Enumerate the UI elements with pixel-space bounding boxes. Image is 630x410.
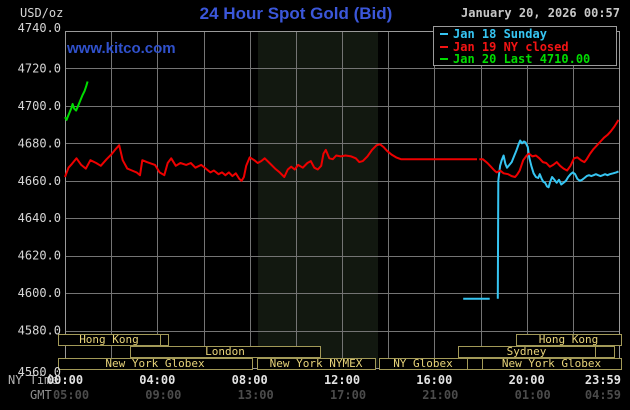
x-tick-label: 23:59 bbox=[585, 373, 621, 387]
session-label: New York Globex bbox=[502, 357, 602, 370]
x-tick-label: 01:00 bbox=[515, 388, 551, 402]
x-axis-row-label: NY Time bbox=[8, 373, 59, 387]
session-label: London bbox=[205, 345, 245, 358]
session-label: New York Globex bbox=[105, 357, 205, 370]
y-tick-label: 4560.0 bbox=[18, 365, 61, 379]
legend-item-label: Jan 18 Sunday bbox=[453, 27, 547, 42]
x-tick-label: 09:00 bbox=[145, 388, 181, 402]
session-label: Sydney bbox=[507, 345, 547, 358]
chart-legend: Jan 18 Sunday Jan 19 NY closed Jan 20 La… bbox=[433, 26, 617, 66]
x-tick-label: 17:00 bbox=[330, 388, 366, 402]
y-axis-unit-label: USD/oz bbox=[20, 6, 64, 20]
x-tick-label: 04:00 bbox=[139, 373, 175, 387]
x-tick-label: 20:00 bbox=[509, 373, 545, 387]
legend-item-jan19: Jan 19 NY closed bbox=[440, 39, 616, 54]
legend-dash-icon bbox=[440, 33, 448, 36]
legend-item-jan20: Jan 20 Last 4710.00 bbox=[440, 52, 616, 67]
series-jan-19-ny-closed bbox=[64, 143, 477, 182]
series-jan-19-ny-closed bbox=[479, 119, 620, 178]
session-box bbox=[467, 358, 483, 370]
session-box bbox=[482, 358, 622, 370]
x-tick-label: 05:00 bbox=[53, 388, 89, 402]
session-box bbox=[595, 346, 615, 358]
x-tick-label: 16:00 bbox=[416, 373, 452, 387]
x-tick-label: 00:00 bbox=[47, 373, 83, 387]
session-label: NY Globex bbox=[393, 357, 453, 370]
chart-datetime: January 20, 2026 00:57 bbox=[461, 6, 620, 20]
y-tick-label: 4640.0 bbox=[18, 211, 61, 225]
chart-title: 24 Hour Spot Gold (Bid) bbox=[199, 4, 393, 23]
series-jan-20-last-4710.00 bbox=[64, 81, 89, 121]
nymex-session-band bbox=[258, 31, 378, 368]
y-tick-label: 4720.0 bbox=[18, 61, 61, 75]
series-jan-18-sunday bbox=[496, 139, 619, 299]
session-box bbox=[257, 358, 376, 370]
y-tick-label: 4600.0 bbox=[18, 286, 61, 300]
y-tick-label: 4680.0 bbox=[18, 136, 61, 150]
legend-item-label: Jan 19 NY closed bbox=[453, 39, 569, 54]
session-box bbox=[130, 346, 321, 358]
x-tick-label: 04:59 bbox=[585, 388, 621, 402]
session-box bbox=[516, 334, 622, 346]
session-box bbox=[160, 334, 169, 346]
legend-item-label: Jan 20 Last 4710.00 bbox=[453, 52, 591, 67]
session-box bbox=[58, 358, 253, 370]
session-label: Hong Kong bbox=[79, 333, 139, 346]
gridlines bbox=[65, 31, 619, 368]
legend-item-jan18: Jan 18 Sunday bbox=[440, 27, 616, 42]
y-tick-label: 4700.0 bbox=[18, 99, 61, 113]
y-tick-label: 4660.0 bbox=[18, 174, 61, 188]
x-tick-label: 21:00 bbox=[422, 388, 458, 402]
session-label: New York NYMEX bbox=[270, 357, 363, 370]
kitco-watermark: www.kitco.com bbox=[67, 40, 176, 57]
session-label: Hong Kong bbox=[539, 333, 599, 346]
legend-dash-icon bbox=[440, 45, 448, 48]
x-tick-label: 12:00 bbox=[324, 373, 360, 387]
x-tick-label: 13:00 bbox=[238, 388, 274, 402]
y-tick-label: 4620.0 bbox=[18, 249, 61, 263]
x-tick-label: 08:00 bbox=[232, 373, 268, 387]
legend-dash-icon bbox=[440, 58, 448, 61]
x-axis-row-label: GMT bbox=[30, 388, 52, 402]
y-tick-label: 4740.0 bbox=[18, 21, 61, 35]
y-tick-label: 4580.0 bbox=[18, 324, 61, 338]
